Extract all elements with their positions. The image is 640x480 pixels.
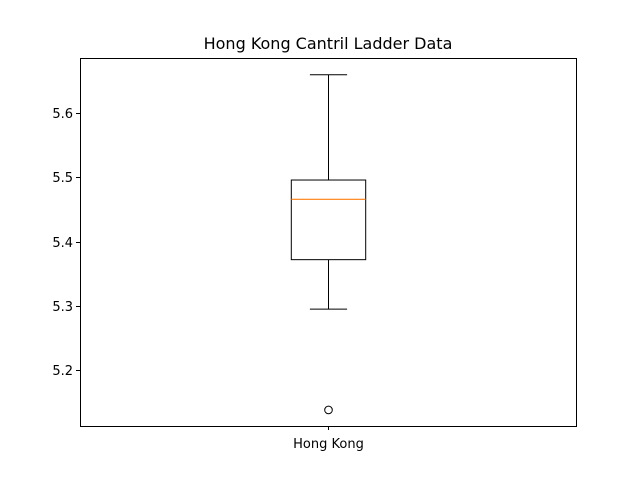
x-axis: Hong Kong [293,426,364,452]
interquartile-box [290,179,367,261]
x-tick-label: Hong Kong [293,437,364,452]
y-tick-label: 5.2 [52,364,73,379]
y-tick-label: 5.4 [52,236,73,251]
y-tick-label: 5.6 [52,107,73,122]
y-tick-label: 5.3 [52,300,73,315]
box-group [290,74,367,415]
y-tick-label: 5.5 [52,171,73,186]
chart-title: Hong Kong Cantril Ladder Data [204,34,453,53]
outlier-point [324,405,333,415]
y-axis: 5.2 5.3 5.4 5.5 5.6 [52,107,80,379]
